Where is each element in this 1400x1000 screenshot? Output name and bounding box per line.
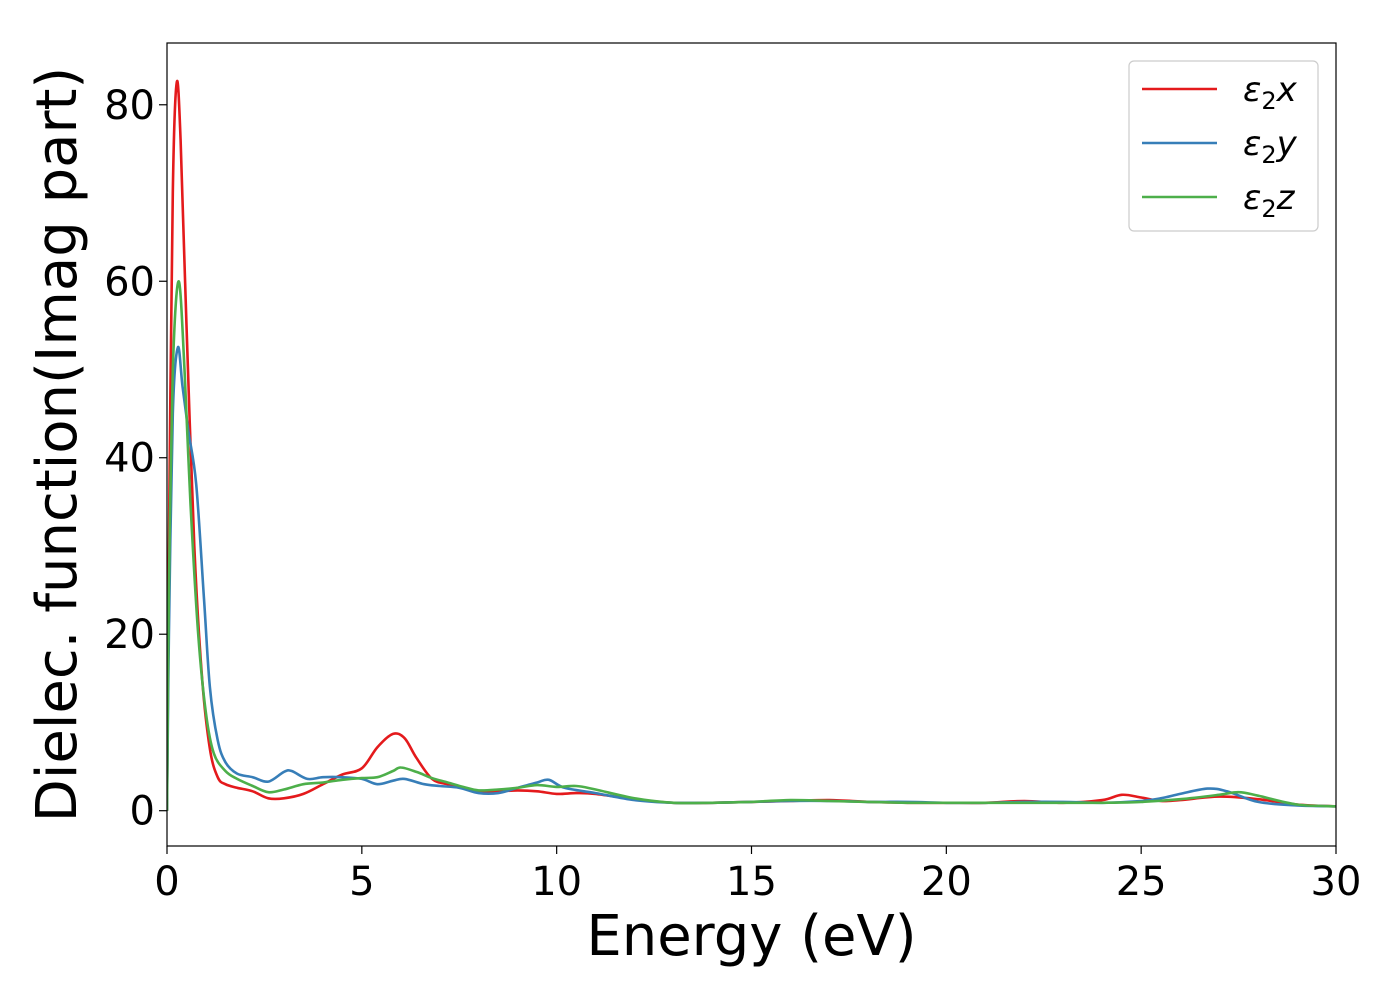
legend-variable: z — [1276, 178, 1296, 218]
x-tick-label: 20 — [921, 859, 972, 905]
x-tick-label: 5 — [349, 859, 374, 905]
legend-epsilon: ε — [1243, 70, 1261, 110]
series-layer — [167, 79, 1336, 811]
legend-epsilon: ε — [1243, 124, 1261, 164]
y-tick-label: 80 — [104, 83, 155, 129]
legend-variable: x — [1276, 70, 1298, 110]
y-axis-title: Dielec. function(Imag part) — [25, 67, 90, 823]
series-line-y — [167, 345, 1336, 811]
x-axis-title: Energy (eV) — [586, 904, 916, 969]
legend-box — [1128, 60, 1319, 232]
legend-subscript: 2 — [1261, 195, 1276, 223]
x-axis-ticks: 0 5 10 15 20 25 30 — [154, 846, 1361, 905]
legend-label-z: ε2z — [1243, 178, 1296, 223]
legend-label-x: ε2x — [1243, 70, 1298, 115]
series-line-z — [167, 280, 1336, 811]
y-tick-label: 0 — [130, 789, 155, 835]
x-tick-label: 25 — [1116, 859, 1167, 905]
legend-subscript: 2 — [1261, 87, 1276, 115]
y-tick-label: 20 — [104, 612, 155, 658]
x-tick-label: 15 — [726, 859, 777, 905]
x-tick-label: 0 — [154, 859, 179, 905]
y-axis-ticks: 0 20 40 60 80 — [104, 83, 167, 835]
legend-variable: y — [1276, 124, 1298, 164]
x-tick-label: 10 — [531, 859, 582, 905]
y-tick-label: 60 — [104, 259, 155, 305]
y-tick-label: 40 — [104, 436, 155, 482]
legend-subscript: 2 — [1261, 141, 1276, 169]
x-tick-label: 30 — [1311, 859, 1362, 905]
legend-epsilon: ε — [1243, 178, 1261, 218]
legend-label-y: ε2y — [1243, 124, 1298, 169]
